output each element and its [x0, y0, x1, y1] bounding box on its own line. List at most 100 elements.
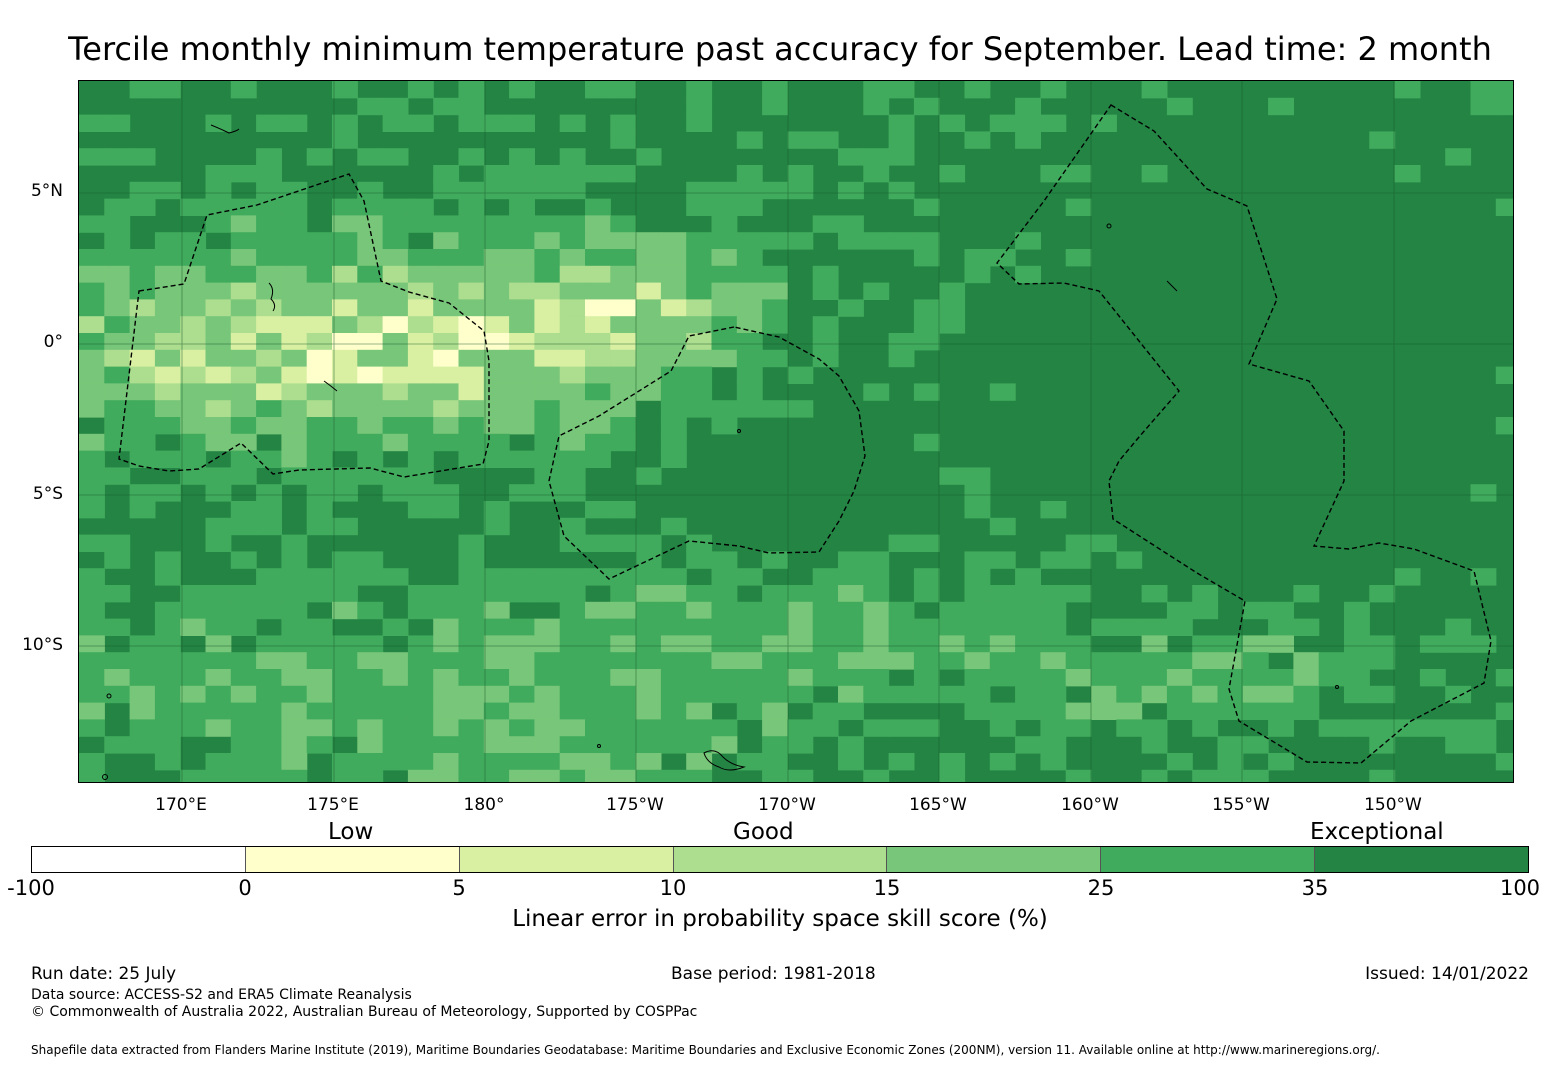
skill-cell	[281, 282, 308, 300]
skill-cell	[129, 299, 156, 317]
skill-cell	[357, 383, 384, 401]
skill-cell	[129, 400, 156, 418]
skill-cell	[1015, 635, 1041, 653]
skill-cell	[382, 685, 409, 704]
skill-cell	[1242, 635, 1269, 653]
skill-cell	[736, 232, 763, 250]
skill-cell	[686, 81, 713, 99]
colorbar-segment	[458, 847, 673, 872]
island-outline	[323, 380, 338, 392]
skill-cell	[509, 753, 535, 771]
skill-cell	[306, 501, 333, 519]
skill-cell	[509, 232, 535, 250]
skill-cell	[559, 433, 586, 452]
skill-cell	[154, 736, 181, 754]
skill-cell	[686, 349, 713, 368]
skill-cell	[635, 568, 662, 586]
skill-cell	[534, 585, 561, 603]
skill-cell	[256, 349, 282, 368]
skill-cell	[483, 753, 510, 771]
skill-cell	[559, 585, 586, 603]
skill-cell	[686, 114, 713, 132]
skill-cell	[863, 618, 890, 636]
skill-cell	[306, 685, 333, 704]
skill-cell	[1141, 635, 1168, 653]
skill-cell	[458, 333, 485, 351]
skill-cell	[686, 685, 713, 704]
skill-cell	[306, 232, 333, 250]
skill-cell	[913, 333, 940, 351]
skill-cell	[559, 769, 586, 782]
skill-cell	[711, 249, 738, 267]
skill-cell	[812, 333, 839, 351]
skill-cell	[736, 383, 763, 401]
skill-cell	[863, 81, 890, 99]
lon-label-170w: 170°W	[758, 795, 816, 815]
skill-cell	[863, 165, 890, 183]
skill-cell	[559, 417, 586, 435]
skill-cell	[79, 450, 105, 468]
skill-cell	[913, 232, 940, 250]
skill-cell	[964, 131, 991, 149]
skill-cell	[913, 635, 940, 653]
skill-cell	[559, 148, 586, 166]
skill-cell	[407, 635, 434, 653]
skill-cell	[812, 652, 839, 670]
skill-cell	[559, 702, 586, 720]
skill-cell	[433, 282, 460, 300]
skill-cell	[534, 618, 561, 636]
skill-cell	[256, 736, 282, 754]
skill-cell	[180, 601, 207, 620]
skill-cell	[1268, 669, 1294, 687]
skill-cell	[129, 702, 156, 720]
skill-cell	[838, 669, 864, 687]
skill-cell	[660, 769, 687, 782]
skill-cell	[205, 702, 232, 720]
skill-cell	[79, 601, 105, 620]
skill-cell	[1192, 635, 1219, 653]
skill-cell	[79, 349, 105, 368]
skill-cell	[635, 635, 662, 653]
skill-cell	[205, 349, 232, 368]
skill-cell	[863, 568, 890, 586]
skill-cell	[205, 383, 232, 401]
skill-cell	[534, 568, 561, 586]
skill-cell	[79, 114, 105, 132]
skill-cell	[787, 736, 814, 754]
skill-cell	[281, 400, 308, 418]
skill-cell	[154, 232, 181, 250]
skill-cell	[458, 417, 485, 435]
skill-cell	[281, 198, 308, 216]
skill-cell	[1040, 753, 1067, 771]
skill-cell	[256, 282, 282, 300]
skill-cell	[1470, 719, 1497, 737]
skill-cell	[1242, 669, 1269, 687]
skill-cell	[129, 669, 156, 687]
skill-cell	[407, 198, 434, 216]
skill-cell	[812, 282, 839, 300]
skill-cell	[433, 165, 460, 183]
skill-cell	[610, 652, 637, 670]
skill-cell	[863, 769, 890, 782]
skill-cell	[762, 316, 788, 334]
skill-cell	[888, 131, 915, 149]
skill-cell	[332, 81, 358, 99]
skill-cell	[281, 181, 308, 200]
skill-cell	[635, 349, 662, 368]
skill-cell	[129, 635, 156, 653]
skill-cell	[1015, 652, 1041, 670]
skill-cell	[104, 198, 131, 216]
lon-label-160w: 160°W	[1061, 795, 1119, 815]
skill-cell	[1065, 652, 1092, 670]
category-label-good: Good	[733, 819, 794, 845]
skill-cell	[382, 316, 409, 334]
skill-cell	[332, 433, 358, 452]
skill-cell	[635, 534, 662, 552]
skill-cell	[281, 333, 308, 351]
skill-cell	[332, 568, 358, 586]
skill-cell	[787, 685, 814, 704]
skill-cell	[79, 534, 105, 552]
skill-cell	[787, 131, 814, 149]
skill-cell	[129, 181, 156, 200]
skill-cell	[382, 618, 409, 636]
